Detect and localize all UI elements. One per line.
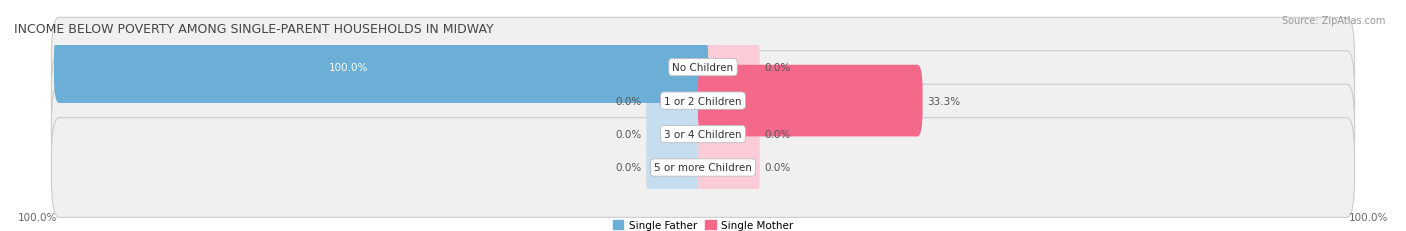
Text: INCOME BELOW POVERTY AMONG SINGLE-PARENT HOUSEHOLDS IN MIDWAY: INCOME BELOW POVERTY AMONG SINGLE-PARENT… — [14, 23, 494, 36]
Text: 100.0%: 100.0% — [329, 63, 368, 73]
Text: 0.0%: 0.0% — [765, 63, 790, 73]
FancyBboxPatch shape — [697, 132, 759, 204]
Text: 0.0%: 0.0% — [765, 163, 790, 173]
Text: 5 or more Children: 5 or more Children — [654, 163, 752, 173]
FancyBboxPatch shape — [647, 99, 709, 170]
Legend: Single Father, Single Mother: Single Father, Single Mother — [609, 216, 797, 231]
FancyBboxPatch shape — [697, 99, 759, 170]
Text: 0.0%: 0.0% — [616, 130, 641, 140]
FancyBboxPatch shape — [697, 32, 759, 103]
FancyBboxPatch shape — [52, 18, 1354, 118]
FancyBboxPatch shape — [647, 132, 709, 204]
Text: 1 or 2 Children: 1 or 2 Children — [664, 96, 742, 106]
Text: 0.0%: 0.0% — [765, 130, 790, 140]
Text: 100.0%: 100.0% — [18, 212, 58, 222]
FancyBboxPatch shape — [52, 118, 1354, 217]
Text: 33.3%: 33.3% — [927, 96, 960, 106]
FancyBboxPatch shape — [647, 66, 709, 137]
FancyBboxPatch shape — [53, 32, 709, 103]
Text: 100.0%: 100.0% — [1348, 212, 1388, 222]
FancyBboxPatch shape — [697, 66, 922, 137]
FancyBboxPatch shape — [52, 52, 1354, 151]
FancyBboxPatch shape — [53, 32, 709, 103]
Text: 0.0%: 0.0% — [616, 96, 641, 106]
Text: 0.0%: 0.0% — [616, 163, 641, 173]
Text: No Children: No Children — [672, 63, 734, 73]
FancyBboxPatch shape — [697, 66, 922, 137]
FancyBboxPatch shape — [52, 85, 1354, 184]
Text: 3 or 4 Children: 3 or 4 Children — [664, 130, 742, 140]
Text: Source: ZipAtlas.com: Source: ZipAtlas.com — [1281, 16, 1385, 26]
